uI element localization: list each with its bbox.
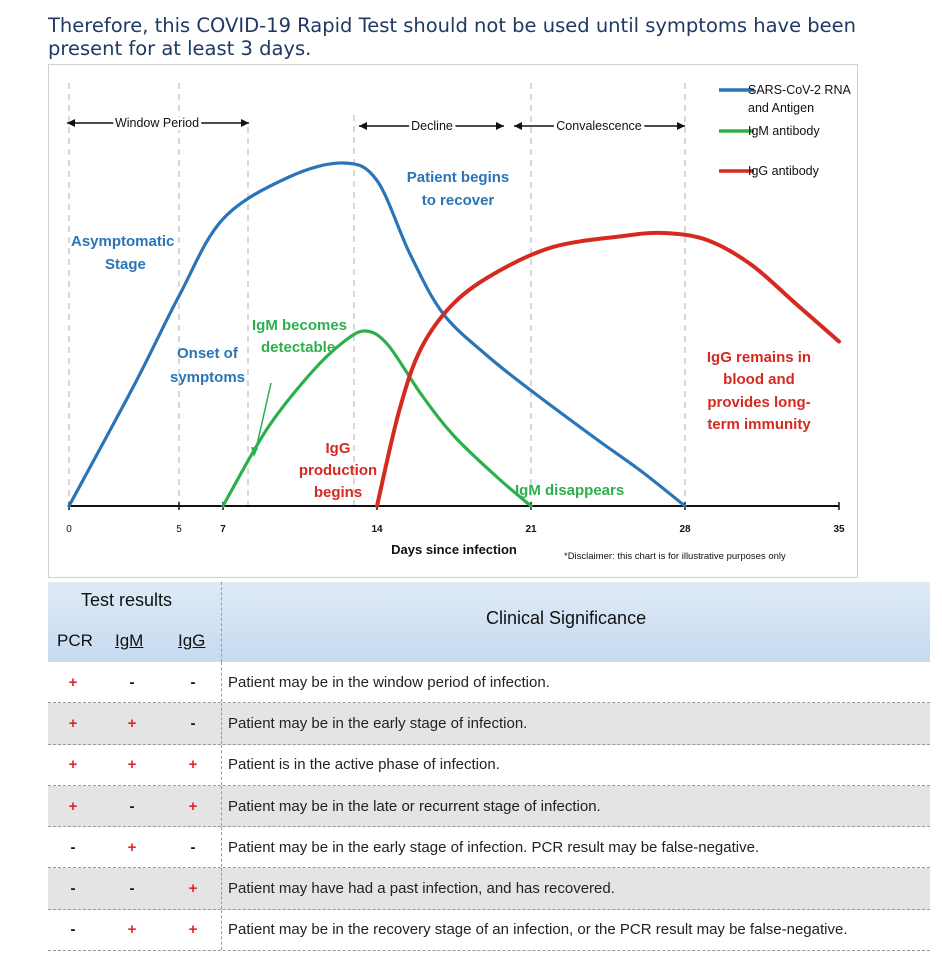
col-igg: IgG	[178, 631, 206, 650]
clinical-significance-text: Patient is in the active phase of infect…	[228, 756, 500, 774]
result-pcr: -	[70, 921, 76, 939]
chart-panel: 0 5 7 14 21 28 35 Days since infection *Disclaim…	[48, 64, 858, 578]
clinical-significance-text: Patient may have had a past infection, a…	[228, 880, 615, 898]
table-row: - + + Patient may be in the recovery stage …	[48, 909, 930, 952]
annotation-asymptomatic-2: Stage	[105, 256, 146, 273]
result-pcr: -	[70, 880, 76, 898]
result-igg: +	[188, 880, 198, 898]
table-row: - + - Patient may be in the early stage of …	[48, 827, 930, 869]
x-tick-label: 14	[371, 524, 383, 535]
annotation-igm-detectable: IgM becomes	[252, 317, 347, 334]
legend-label-igg: IgG antibody	[748, 164, 820, 178]
decline-label: Decline	[411, 119, 453, 133]
row-divider	[221, 662, 222, 703]
result-igm: +	[127, 921, 137, 939]
result-igg: -	[190, 714, 196, 732]
header-divider	[221, 582, 222, 662]
result-igm: +	[127, 838, 137, 856]
result-igm: +	[127, 714, 137, 732]
clinical-significance-text: Patient may be in the recovery stage of …	[228, 921, 848, 939]
result-igm: +	[127, 756, 137, 774]
row-divider	[221, 868, 222, 909]
x-tick-label: 28	[679, 524, 691, 535]
clinical-significance-text: Patient may be in the early stage of inf…	[228, 838, 760, 856]
x-tick-label: 5	[176, 524, 182, 535]
result-igm: -	[129, 673, 135, 691]
col-pcr: PCR	[57, 631, 93, 650]
row-divider	[221, 744, 222, 785]
annotation-igg-remains: IgG remains in	[707, 349, 811, 366]
result-pcr: +	[68, 714, 78, 732]
clinical-significance-header: Clinical Significance	[486, 608, 647, 628]
annotation-igm-disappears: IgM disappears	[515, 482, 624, 499]
clinical-significance-text: Patient may be in the window period of i…	[228, 673, 550, 691]
series-line-2	[375, 230, 841, 508]
table-row: - - + Patient may have had a past infection…	[48, 868, 930, 910]
annotation-igg-production-3: begins	[314, 484, 362, 501]
annotation-igm-detectable-2: detectable	[261, 339, 335, 356]
table-header: Test results Clinical Significance PCR I…	[48, 582, 930, 662]
results-table: Test results Clinical Significance PCR I…	[48, 582, 930, 952]
annotation-igg-production-2: production	[299, 462, 377, 479]
annotation-onset: Onset of	[177, 345, 239, 362]
annotation-igg-remains-2: blood and	[723, 371, 795, 388]
igm-pointer-line	[255, 382, 272, 450]
x-tick-label: 7	[220, 524, 226, 535]
window-period-arrowhead-left	[67, 119, 75, 127]
row-divider	[221, 909, 222, 951]
table-row: + + - Patient may be in the early stage of …	[48, 703, 930, 745]
row-divider	[221, 703, 222, 744]
clinical-significance-text: Patient may be in the late or recurrent …	[228, 797, 601, 815]
convalescence-arrowhead-right	[677, 122, 685, 130]
result-pcr: +	[68, 673, 78, 691]
headline: Therefore, this COVID-19 Rapid Test shou…	[48, 14, 857, 60]
decline-arrowhead-right	[496, 122, 504, 130]
result-igg: -	[190, 838, 196, 856]
result-igg: +	[188, 797, 198, 815]
convalescence-arrowhead-left	[514, 122, 522, 130]
legend-label-igm: IgM antibody	[748, 124, 820, 138]
row-divider	[221, 827, 222, 868]
annotation-igg-remains-3: provides long-	[707, 394, 810, 411]
annotation-igg-production: IgG	[326, 440, 351, 457]
window-period-arrowhead-right	[241, 119, 249, 127]
row-divider	[221, 785, 222, 827]
result-igm: -	[129, 880, 135, 898]
annotation-onset-2: symptoms	[170, 369, 245, 386]
annotation-recover-2: to recover	[422, 192, 495, 209]
table-row: + + + Patient is in the active phase of inf…	[48, 744, 930, 786]
window-period-label: Window Period	[115, 116, 199, 130]
chart-svg: 0 5 7 14 21 28 35 Days since infection *Disclaim…	[66, 83, 851, 562]
disclaimer: *Disclaimer: this chart is for illustrat…	[564, 551, 786, 562]
result-igg: +	[188, 921, 198, 939]
x-tick-label: 0	[66, 524, 72, 535]
table-row: + - - Patient may be in the window period o…	[48, 662, 930, 704]
result-pcr: -	[70, 838, 76, 856]
annotation-igg-remains-4: term immunity	[707, 416, 811, 433]
result-igg: +	[188, 756, 198, 774]
table-row: + - + Patient may be in the late or recurre…	[48, 785, 930, 828]
igm-pointer-arrowhead	[251, 447, 258, 457]
col-igm: IgM	[115, 631, 144, 650]
series-line-0	[67, 161, 687, 508]
result-pcr: +	[68, 756, 78, 774]
convalescence-label: Convalescence	[556, 119, 642, 133]
result-pcr: +	[68, 797, 78, 815]
legend-label-rna-2: and Antigen	[748, 101, 814, 115]
annotation-asymptomatic: Asymptomatic	[71, 233, 174, 250]
test-results-header: Test results	[81, 590, 173, 610]
annotation-recover: Patient begins	[407, 169, 510, 186]
legend-label-rna: SARS-CoV-2 RNA	[748, 83, 851, 97]
clinical-significance-text: Patient may be in the early stage of inf…	[228, 714, 528, 732]
x-tick-label: 35	[833, 524, 845, 535]
x-axis-label: Days since infection	[391, 542, 517, 557]
x-tick-label: 21	[525, 524, 537, 535]
decline-arrowhead-left	[359, 122, 367, 130]
result-igg: -	[190, 673, 196, 691]
table-body: + - - Patient may be in the window period o…	[48, 662, 930, 952]
result-igm: -	[129, 797, 135, 815]
series-line-1	[221, 329, 533, 508]
